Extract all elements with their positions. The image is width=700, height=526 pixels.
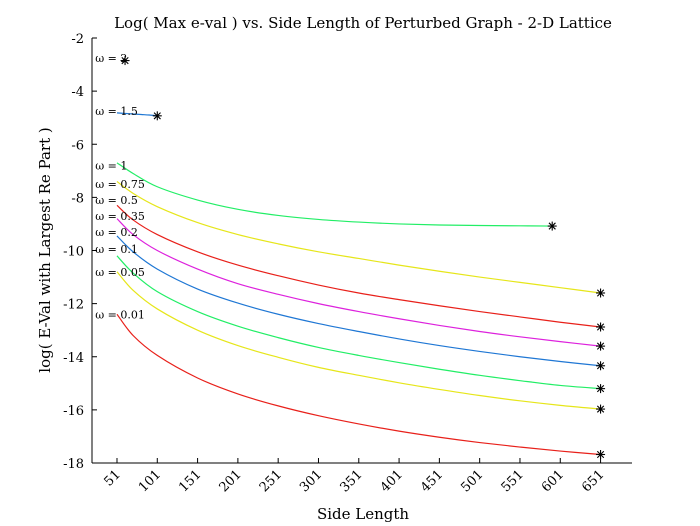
annotation-label-2: ω = 1 xyxy=(95,160,127,173)
series-line-7 xyxy=(116,255,601,390)
asterisk-stroke xyxy=(121,56,129,65)
series-end-marker-1 xyxy=(152,111,162,121)
series-line-1 xyxy=(116,112,158,117)
x-tick-label: 551 xyxy=(499,467,527,495)
series-end-marker-4 xyxy=(596,322,606,332)
annotation-label-5: ω = 0.35 xyxy=(95,210,145,223)
asterisk-stroke xyxy=(596,405,605,413)
x-tick-label: 301 xyxy=(297,467,325,495)
annotation-label-3: ω = 0.75 xyxy=(95,178,145,191)
x-tick-label: 101 xyxy=(136,467,164,495)
series-end-marker-6 xyxy=(596,361,606,371)
annotation-label-7: ω = 0.1 xyxy=(95,243,138,256)
asterisk-stroke xyxy=(596,384,605,393)
x-tick-label: 351 xyxy=(337,467,365,495)
y-tick-label: -8 xyxy=(71,191,84,206)
y-tick-label: -10 xyxy=(63,245,84,260)
annotation-label-8: ω = 0.05 xyxy=(95,266,145,279)
x-tick-label: 251 xyxy=(257,467,285,495)
asterisk-stroke xyxy=(153,112,161,120)
series-end-marker-7 xyxy=(596,384,606,394)
y-axis-label: log( E-Val with Largest Re Part ) xyxy=(36,127,54,372)
series-end-marker-3 xyxy=(596,288,606,298)
series-line-3 xyxy=(116,180,601,294)
series-line-9 xyxy=(116,313,601,456)
x-tick-label: 151 xyxy=(176,467,204,495)
series-line-8 xyxy=(116,271,601,410)
annotation-label-9: ω = 0.01 xyxy=(95,308,145,321)
series-end-marker-8 xyxy=(596,404,606,414)
x-tick-label: 651 xyxy=(579,467,607,495)
asterisk-stroke xyxy=(548,222,556,230)
series-line-2 xyxy=(116,162,553,227)
series-end-marker-0 xyxy=(120,56,130,66)
series-line-6 xyxy=(116,235,601,367)
x-tick-label: 601 xyxy=(539,467,567,495)
asterisk-stroke xyxy=(596,342,605,350)
x-tick-label: 501 xyxy=(458,467,486,495)
series-end-marker-9 xyxy=(596,450,606,459)
y-tick-label: -14 xyxy=(63,351,84,366)
x-tick-label: 51 xyxy=(102,467,124,489)
asterisk-stroke xyxy=(596,450,605,459)
series-end-marker-5 xyxy=(596,341,606,351)
plot-area: -2 -4 -6 -8 -10 -12 -14 -16 -18 51 101 151 201 251 301… xyxy=(63,32,632,495)
asterisk-stroke xyxy=(596,323,605,331)
y-tick-label: -2 xyxy=(71,32,84,47)
asterisk-stroke xyxy=(596,362,605,370)
x-tick-label: 401 xyxy=(378,467,406,495)
y-tick-label: -12 xyxy=(63,298,84,313)
asterisk-stroke xyxy=(596,289,605,297)
x-axis-label: Side Length xyxy=(317,505,409,523)
y-tick-label: -16 xyxy=(63,404,84,419)
y-tick-label: -6 xyxy=(71,138,84,153)
y-tick-label: -4 xyxy=(71,85,84,100)
annotation-label-4: ω = 0.5 xyxy=(95,194,138,207)
annotation-label-1: ω = 1.5 xyxy=(95,105,138,118)
series-end-marker-2 xyxy=(547,221,557,231)
chart-title: Log( Max e-val ) vs. Side Length of Pert… xyxy=(114,14,612,32)
x-tick-label: 451 xyxy=(418,467,446,495)
annotation-label-6: ω = 0.2 xyxy=(95,226,138,239)
series-line-5 xyxy=(116,218,601,347)
y-tick-label: -18 xyxy=(63,457,84,472)
annotation-label-0: ω = 2 xyxy=(95,52,127,65)
x-tick-label: 201 xyxy=(217,467,245,495)
series-line-4 xyxy=(116,204,601,328)
